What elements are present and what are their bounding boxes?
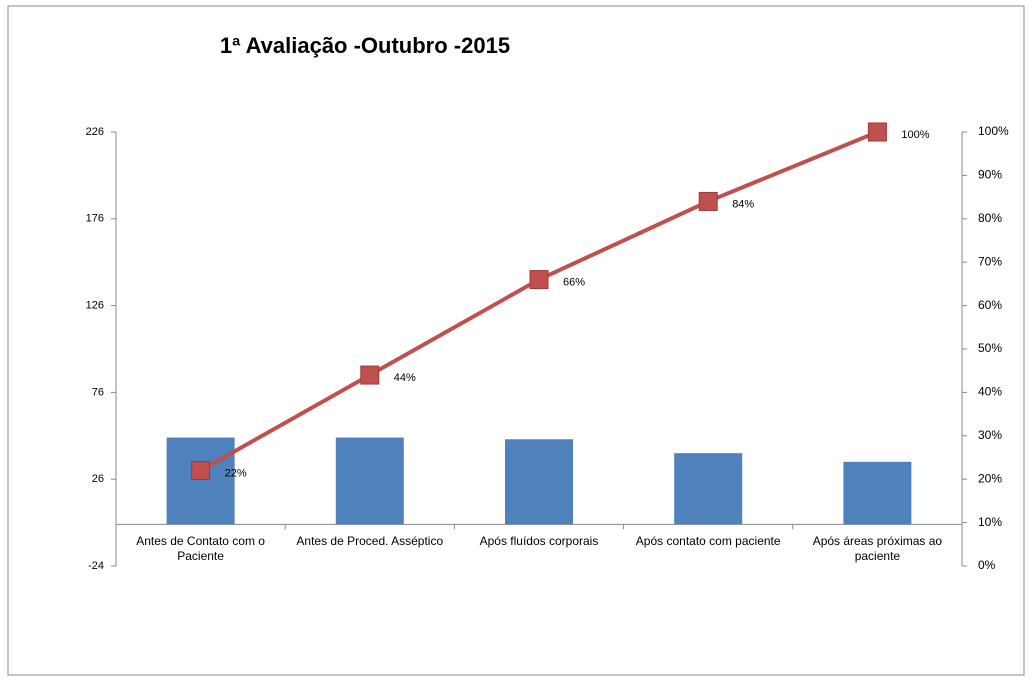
bar (505, 439, 573, 525)
y-tick-label: 176 (86, 213, 104, 225)
y2-tick-label: 70% (978, 254, 1002, 268)
marker (529, 270, 549, 290)
marker (360, 365, 380, 385)
y2-tick-label: 90% (978, 168, 1002, 182)
bar (843, 461, 912, 525)
y2-tick-label: 50% (978, 341, 1002, 355)
data-label: 22% (225, 467, 247, 479)
marker (191, 461, 211, 481)
y2-tick-label: 20% (978, 471, 1002, 485)
bar (166, 437, 235, 525)
y2-tick-label: 60% (978, 298, 1002, 312)
data-label: 44% (394, 372, 416, 384)
data-label: 100% (901, 129, 929, 141)
y2-tick-label: 100% (978, 124, 1009, 138)
y-tick-label: 126 (86, 300, 104, 312)
y-tick-label: 226 (86, 126, 104, 138)
chart-border (7, 5, 1025, 676)
x-tick-label: Após contato com paciente (635, 534, 781, 549)
x-tick-label: Após áreas próximas ao paciente (812, 534, 943, 564)
y2-tick-label: 30% (978, 428, 1002, 442)
y2-tick-label: 10% (978, 515, 1002, 529)
y-tick-label: -24 (88, 560, 104, 572)
marker (867, 122, 887, 142)
y2-tick-label: 80% (978, 211, 1002, 225)
bar (335, 437, 404, 525)
x-tick-label: Antes de Contato com o Paciente (136, 534, 265, 564)
y2-tick-label: 40% (978, 385, 1002, 399)
bar (674, 453, 743, 525)
y-tick-label: 76 (92, 386, 104, 398)
marker (698, 191, 718, 211)
chart-title: 1ª Avaliação -Outubro -2015 (220, 33, 510, 58)
x-tick-label: Após fluídos corporais (479, 534, 599, 549)
x-tick-label: Antes de Proced. Asséptico (296, 534, 444, 549)
y2-tick-label: 0% (978, 558, 996, 572)
data-label: 66% (563, 276, 585, 288)
data-label: 84% (732, 198, 754, 210)
y-tick-label: 26 (92, 473, 104, 485)
